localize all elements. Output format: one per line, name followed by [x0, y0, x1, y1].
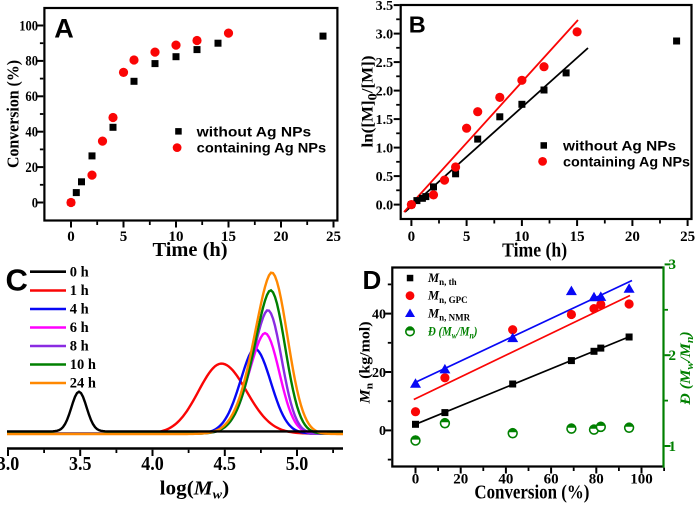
svg-text:20: 20	[25, 160, 38, 176]
svg-text:25: 25	[680, 229, 695, 245]
svg-text:3.5: 3.5	[69, 453, 92, 475]
svg-text:40: 40	[372, 307, 386, 322]
svg-text:10 h: 10 h	[70, 357, 96, 373]
svg-text:without Ag NPs: without Ag NPs	[562, 137, 676, 153]
svg-text:Time (h): Time (h)	[153, 239, 228, 261]
svg-text:3.5: 3.5	[376, 0, 394, 14]
svg-text:25: 25	[326, 229, 341, 245]
svg-text:8 h: 8 h	[70, 339, 89, 355]
svg-text:1 h: 1 h	[70, 283, 89, 299]
svg-text:100: 100	[630, 472, 653, 488]
svg-text:1.5: 1.5	[376, 113, 394, 128]
svg-text:15: 15	[570, 229, 585, 245]
svg-text:0: 0	[412, 472, 420, 488]
svg-text:Mn, GPC: Mn, GPC	[427, 289, 468, 305]
svg-text:without Ag NPs: without Ag NPs	[196, 123, 312, 139]
svg-text:20: 20	[625, 229, 640, 245]
svg-text:0: 0	[379, 424, 386, 439]
svg-text:20: 20	[453, 472, 468, 488]
svg-text:0.0: 0.0	[376, 198, 394, 213]
svg-text:Đ (Mw/Mn): Đ (Mw/Mn)	[427, 325, 477, 341]
svg-text:20: 20	[274, 229, 289, 245]
svg-text:3: 3	[669, 257, 677, 273]
svg-text:ln([M]0/[M]): ln([M]0/[M])	[360, 56, 380, 148]
svg-text:10: 10	[514, 229, 529, 245]
svg-text:0: 0	[67, 229, 75, 245]
svg-text:0 h: 0 h	[70, 264, 89, 280]
svg-text:Đ (Mw/Mn): Đ (Mw/Mn)	[678, 331, 696, 406]
svg-text:60: 60	[25, 89, 38, 105]
svg-text:A: A	[54, 14, 73, 44]
svg-text:60: 60	[544, 472, 559, 488]
svg-text:80: 80	[589, 472, 604, 488]
svg-text:log(Mw): log(Mw)	[160, 479, 230, 502]
svg-text:1.0: 1.0	[376, 141, 394, 156]
svg-text:5: 5	[463, 229, 471, 245]
svg-text:Time (h): Time (h)	[502, 239, 567, 261]
svg-text:1: 1	[669, 439, 677, 455]
svg-text:3.0: 3.0	[0, 453, 19, 475]
svg-text:Mn, NMR: Mn, NMR	[427, 306, 471, 322]
svg-text:3.0: 3.0	[376, 27, 394, 42]
svg-text:0: 0	[32, 195, 38, 211]
svg-text:24 h: 24 h	[70, 376, 96, 392]
svg-text:C: C	[6, 263, 28, 298]
svg-text:0: 0	[408, 229, 416, 245]
svg-text:Conversion (%): Conversion (%)	[4, 60, 23, 168]
svg-text:0.5: 0.5	[376, 170, 394, 185]
svg-text:100: 100	[19, 18, 38, 34]
svg-text:20: 20	[372, 366, 386, 381]
svg-text:2.5: 2.5	[376, 56, 394, 71]
svg-text:15: 15	[221, 229, 236, 245]
svg-text:B: B	[409, 12, 426, 38]
svg-text:Mn (kg/mol): Mn (kg/mol)	[358, 322, 376, 405]
svg-text:Conversion (%): Conversion (%)	[474, 482, 589, 504]
svg-text:10: 10	[169, 229, 184, 245]
svg-text:2.0: 2.0	[376, 84, 394, 99]
svg-text:4 h: 4 h	[70, 302, 89, 318]
svg-text:4.5: 4.5	[214, 453, 237, 475]
svg-text:6 h: 6 h	[70, 320, 89, 336]
svg-text:Mn, th: Mn, th	[427, 271, 457, 287]
svg-text:5: 5	[120, 229, 128, 245]
svg-text:4.0: 4.0	[141, 453, 164, 475]
svg-text:D: D	[363, 265, 382, 295]
svg-text:5.0: 5.0	[286, 453, 309, 475]
svg-text:2: 2	[669, 348, 677, 364]
svg-text:80: 80	[25, 54, 38, 70]
svg-text:40: 40	[25, 125, 38, 141]
svg-text:containing Ag NPs: containing Ag NPs	[563, 153, 690, 169]
svg-text:containing Ag NPs: containing Ag NPs	[197, 140, 327, 156]
svg-text:40: 40	[498, 472, 513, 488]
